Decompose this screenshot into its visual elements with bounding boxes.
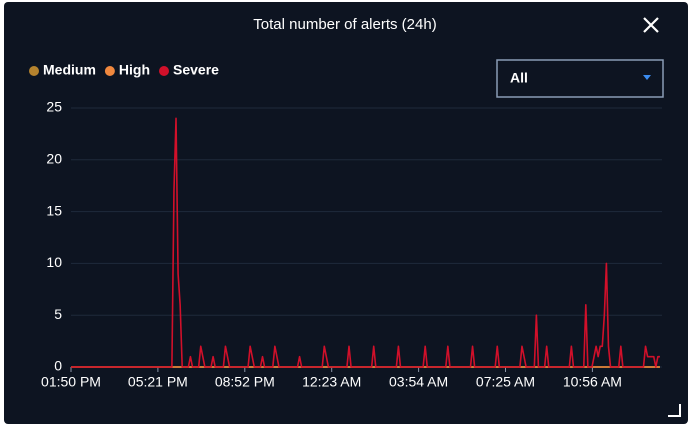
x-tick-label: 05:21 PM (128, 374, 188, 390)
close-button[interactable] (638, 12, 664, 38)
x-tick-label: 12:23 AM (302, 374, 361, 390)
dropdown-caret[interactable] (643, 75, 651, 80)
y-tick-label: 25 (46, 99, 62, 115)
legend: Medium High Severe (29, 62, 219, 78)
legend-marker (104, 66, 115, 76)
dialog-title: Total number of alerts (24h) (253, 16, 436, 33)
legend-marker (29, 66, 39, 76)
x-tick-label: 08:52 PM (215, 374, 275, 390)
x-tick-label: 03:54 AM (389, 374, 448, 390)
series-line (71, 117, 660, 368)
close-icon[interactable] (643, 17, 659, 33)
legend-label: Severe (173, 62, 219, 78)
legend-label: High (119, 62, 150, 78)
y-tick-label: 10 (46, 254, 62, 270)
x-tick-label: 01:50 PM (41, 374, 101, 390)
y-tick-label: 0 (54, 358, 62, 374)
y-tick-label: 20 (46, 151, 62, 167)
dropdown-value[interactable]: All (510, 70, 528, 86)
filter-dropdown[interactable]: All (496, 59, 664, 98)
plot-area: 0 5 10 15 20 25 01:50 PM 05:21 PM 08:52 PM 12:23 … (41, 99, 662, 390)
x-tick-label: 10:56 AM (563, 374, 622, 390)
y-tick-label: 15 (46, 202, 62, 218)
x-tick-label: 07:25 AM (476, 374, 535, 390)
resize-handle[interactable] (668, 404, 681, 417)
dropdown-box[interactable] (496, 59, 664, 98)
legend-marker (159, 66, 169, 76)
y-tick-label: 5 (54, 306, 62, 322)
legend-label: Medium (43, 62, 96, 78)
